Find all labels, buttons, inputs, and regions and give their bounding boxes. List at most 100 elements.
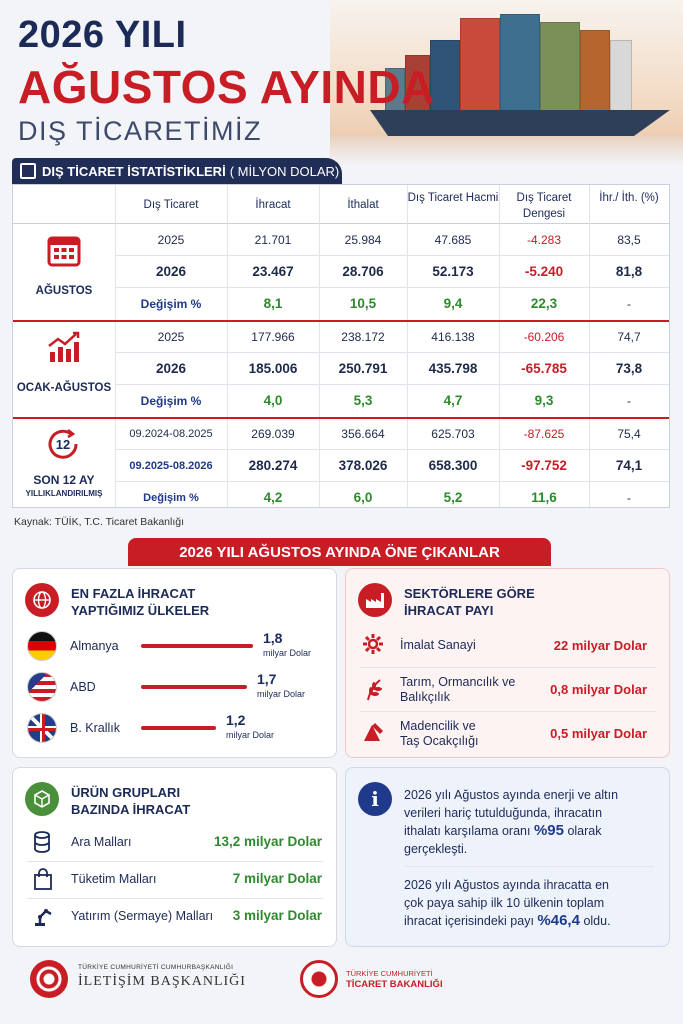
products-title-1: ÜRÜN GRUPLARI <box>71 785 181 800</box>
title-month: AĞUSTOS AYINDA <box>18 61 435 113</box>
footer-left-small: TÜRKİYE CUMHURİYETİ CUMHURBAŞKANLIĞI <box>78 964 234 971</box>
footer-left-big: İLETİŞİM BAŞKANLIĞI <box>78 974 246 989</box>
divider <box>360 711 656 712</box>
table-cell: 28.706 <box>342 264 384 279</box>
country-value: 1,8 <box>263 630 283 646</box>
divider <box>115 352 669 353</box>
divider <box>227 185 228 507</box>
title-year: 2026 YILI <box>18 14 187 56</box>
info-icon: i <box>358 782 392 816</box>
footer-right-big: TİCARET BAKANLIĞI <box>346 979 443 990</box>
gear-icon <box>362 633 384 660</box>
table-cell: 9,3 <box>534 393 554 408</box>
country-share-bar <box>141 726 216 730</box>
hero-ship-image <box>330 0 683 165</box>
svg-text:12: 12 <box>56 437 70 452</box>
globe-icon <box>25 583 59 617</box>
product-groups-card: ÜRÜN GRUPLARI BAZINDA İHRACAT Ara Mallar… <box>12 767 337 947</box>
table-cell: Değişim % <box>143 492 199 504</box>
product-group-name: Yatırım (Sermaye) Malları <box>71 909 214 923</box>
table-cell: -65.785 <box>521 361 567 376</box>
divider <box>27 861 323 862</box>
table-cell: 356.664 <box>341 427 385 441</box>
footer-right-small: TÜRKİYE CUMHURİYETİ <box>346 969 433 978</box>
table-cell: Değişim % <box>140 297 202 311</box>
calendar-icon <box>46 233 82 267</box>
shopping-bag-icon <box>33 868 53 895</box>
table-cell: 52.173 <box>432 264 474 279</box>
table-cell: Değişim % <box>140 394 202 408</box>
group-name: OCAK-AĞUSTOS <box>16 382 112 394</box>
chart-up-icon <box>46 330 82 364</box>
divider <box>115 185 116 507</box>
table-cell: 09.2024-08.2025 <box>129 428 213 440</box>
table-cell: 4,2 <box>263 490 283 505</box>
countries-title-1: EN FAZLA İHRACAT <box>71 586 196 601</box>
table-cell: 378.026 <box>338 458 388 473</box>
robot-arm-icon <box>33 905 55 932</box>
divider <box>360 667 656 668</box>
clock-12-icon: 12 <box>46 427 82 461</box>
divider <box>319 185 320 507</box>
divider <box>27 898 323 899</box>
country-name: ABD <box>70 680 96 694</box>
product-group-name: Tüketim Malları <box>71 872 157 886</box>
group-divider <box>13 417 669 419</box>
group-subname: YILLIKLANDIRILMIŞ <box>25 489 103 498</box>
sector-name: İmalat Sanayi <box>400 638 476 652</box>
sectors-title-1: SEKTÖRLERE GÖRE <box>404 586 535 601</box>
country-name: Almanya <box>70 639 119 653</box>
table-cell: 10,5 <box>349 296 377 311</box>
products-title-2: BAZINDA İHRACAT <box>71 802 191 817</box>
country-share-bar <box>141 685 247 689</box>
divider <box>499 185 500 507</box>
group-name: SON 12 AY <box>33 473 95 487</box>
divider <box>407 185 408 507</box>
table-cell: 23.467 <box>252 264 294 279</box>
product-group-value: 7 milyar Dolar <box>232 871 322 886</box>
divider <box>115 287 669 288</box>
highlights-banner: 2026 YILI AĞUSTOS AYINDA ÖNE ÇIKANLAR <box>128 538 551 566</box>
table-cell: 625.703 <box>431 427 475 441</box>
table-cell: 9,4 <box>443 296 463 311</box>
divider <box>589 185 590 507</box>
divider <box>115 255 669 256</box>
table-cell: 269.039 <box>251 427 295 441</box>
trade-statistics-table: Dış Ticaret İhracat İthalat Dış Ticaret Hac… <box>12 184 670 508</box>
sector-value: 22 milyar Dolar <box>553 638 647 653</box>
table-cell: - <box>627 297 631 311</box>
source-note: Kaynak: TÜİK, T.C. Ticaret Bakanlığı <box>14 516 185 528</box>
country-unit: milyar Dolar <box>263 648 312 658</box>
table-cell: - <box>627 491 631 505</box>
table-unit: ( MİLYON DOLAR) <box>229 163 340 179</box>
table-cell: 177.966 <box>251 330 295 344</box>
column-header: İhracat <box>255 199 291 211</box>
table-title: DIŞ TİCARET İSTATİSTİKLERİ <box>42 163 226 179</box>
table-cell: 185.006 <box>248 361 298 376</box>
divider <box>115 481 669 482</box>
product-group-value: 3 milyar Dolar <box>232 908 322 923</box>
sector-name-2: Balıkçılık <box>400 690 451 704</box>
iletisim-logo-icon <box>30 960 68 998</box>
sectors-title-2: İHRACAT PAYI <box>404 603 494 618</box>
column-header: İhr./ İth. (%) <box>599 192 659 204</box>
table-cell: 73,8 <box>615 361 643 376</box>
sector-name: Tarım, Ormancılık ve <box>400 675 516 689</box>
mining-icon <box>362 721 386 748</box>
table-cell: 416.138 <box>431 330 475 344</box>
divider <box>13 223 669 224</box>
table-cell: 435.798 <box>428 361 478 376</box>
coverage-ratio: %95 <box>533 822 564 839</box>
database-icon <box>33 831 51 858</box>
divider <box>115 384 669 385</box>
table-cell: 22,3 <box>530 296 558 311</box>
title-subject: DIŞ TİCARETİMİZ <box>18 116 263 146</box>
box-icon <box>25 782 59 816</box>
table-cell: 09.2025-08.2026 <box>129 460 213 472</box>
table-cell: 25.984 <box>344 233 382 247</box>
flag-cross <box>28 714 56 742</box>
table-cell: -60.206 <box>523 330 565 344</box>
column-header: Dış Ticaret Dengesi <box>516 192 572 220</box>
top10-share: %46,4 <box>537 912 580 929</box>
table-cell: 5,2 <box>443 490 463 505</box>
